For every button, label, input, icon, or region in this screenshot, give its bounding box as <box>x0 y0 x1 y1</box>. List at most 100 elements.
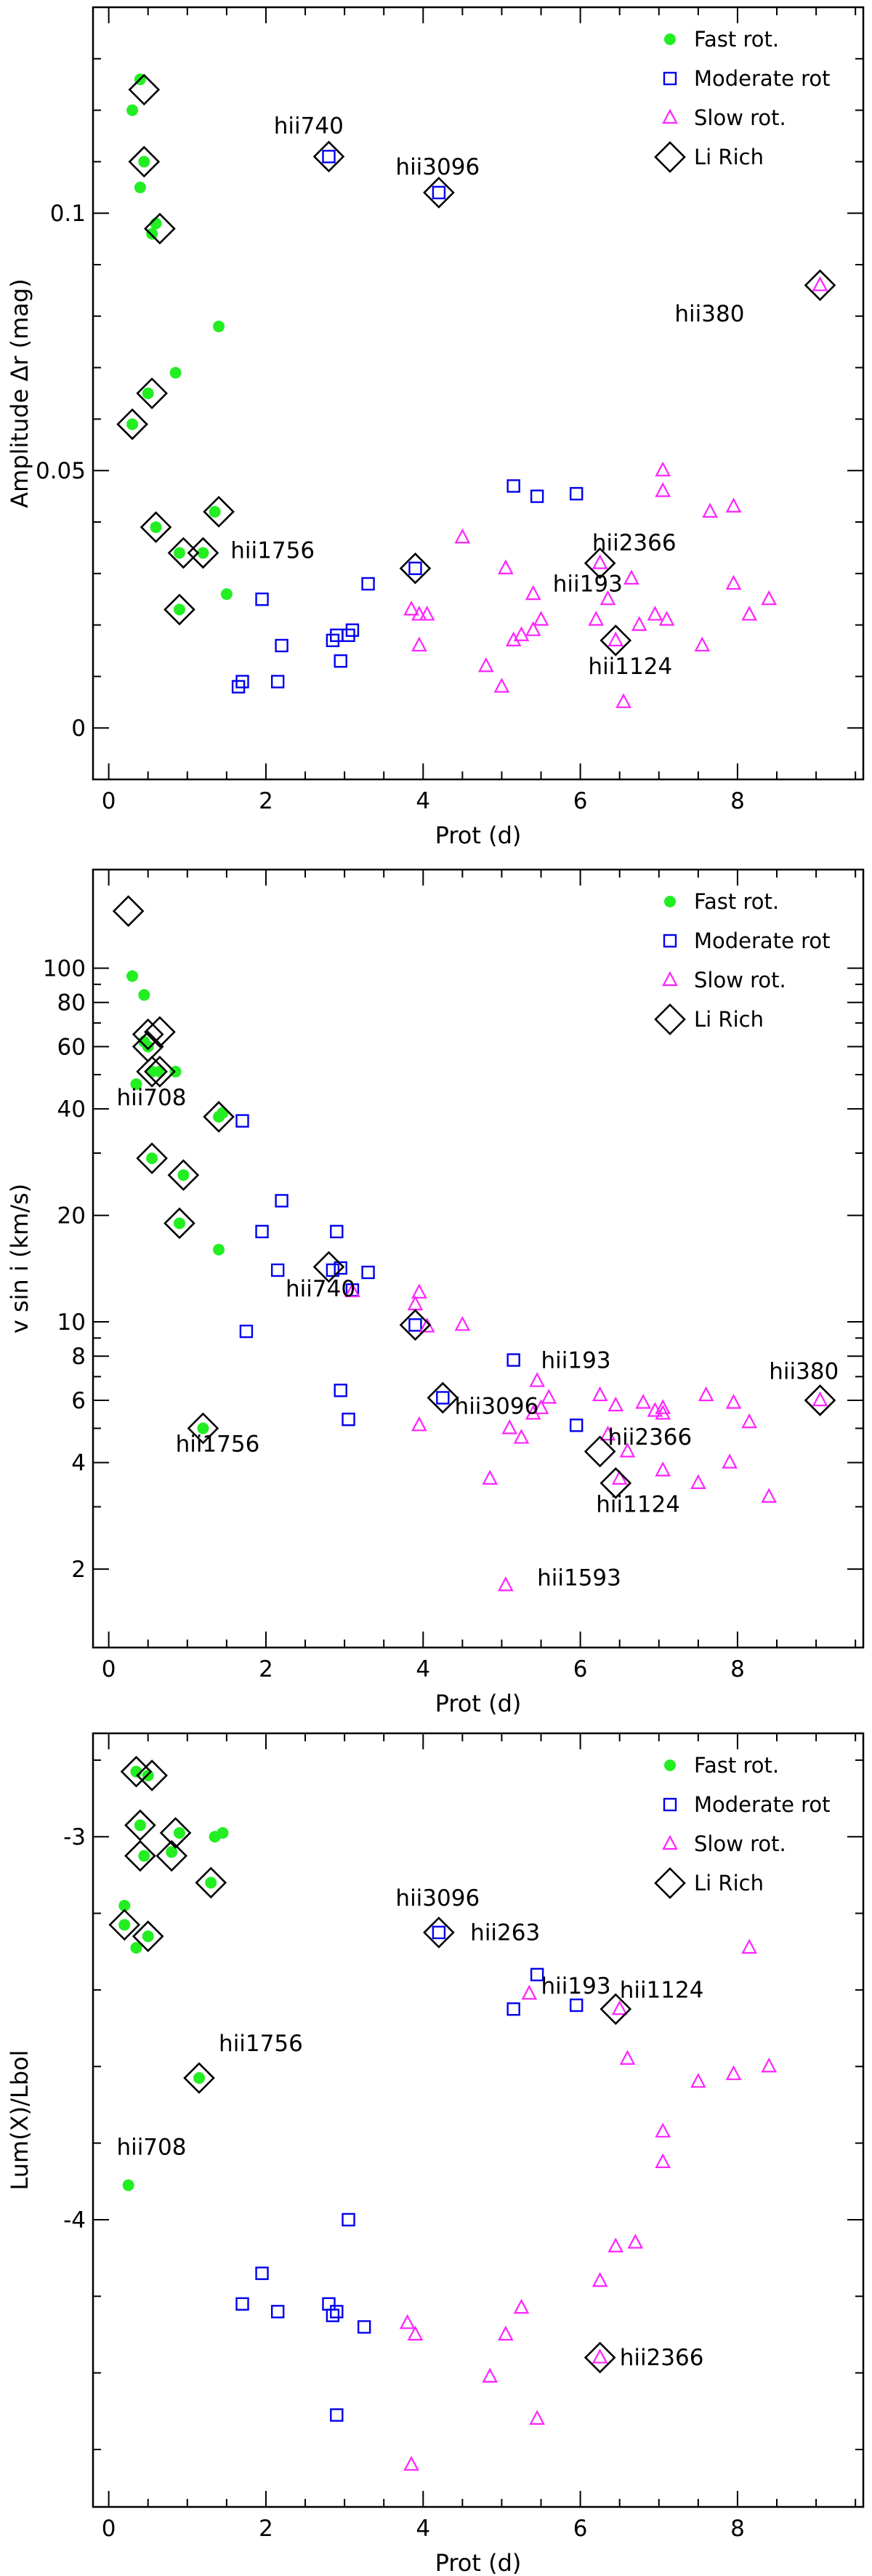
data-point-fast-rot <box>169 366 182 379</box>
data-point-fast-rot <box>173 1217 185 1229</box>
legend-marker-li-rich <box>654 1867 686 1899</box>
annotation-label: hii1756 <box>230 538 315 564</box>
data-point-li-rich <box>128 145 161 178</box>
legend-marker-moderate-rot <box>663 934 677 948</box>
data-point-fast-rot <box>130 1941 142 1954</box>
annotation-label: hii263 <box>470 1919 540 1946</box>
x-tick-label: 2 <box>259 788 273 814</box>
data-point-li-rich <box>399 1309 432 1341</box>
data-point-slow-rot <box>513 2298 530 2314</box>
annotation-label: hii380 <box>674 301 744 327</box>
x-tick-label: 6 <box>573 1656 588 1682</box>
data-point-moderate-rot <box>342 1412 355 1427</box>
data-point-fast-rot <box>197 1422 209 1435</box>
data-point-li-rich <box>584 2341 616 2374</box>
annotation-label: hii1756 <box>176 1431 260 1457</box>
data-point-slow-rot <box>655 1399 671 1414</box>
data-point-li-rich <box>600 1993 632 2026</box>
data-point-moderate-rot <box>432 1925 446 1940</box>
legend-label-moderate-rot: Moderate rot <box>694 1792 831 1817</box>
data-point-fast-rot <box>173 547 185 559</box>
x-tick-label: 8 <box>730 2516 745 2542</box>
data-point-slow-rot <box>812 1391 828 1407</box>
data-point-slow-rot <box>525 585 541 601</box>
data-point-li-rich <box>804 1384 836 1416</box>
legend-label-li-rich: Li Rich <box>694 145 764 169</box>
data-point-slow-rot <box>588 611 605 626</box>
data-point-slow-rot <box>623 569 639 585</box>
data-point-slow-rot <box>407 2325 424 2341</box>
data-point-slow-rot <box>529 1372 545 1387</box>
data-point-fast-rot <box>126 418 139 430</box>
data-point-fast-rot <box>209 505 221 518</box>
annotation-label: hii193 <box>541 1348 611 1374</box>
data-point-slow-rot <box>407 1295 424 1311</box>
data-point-fast-rot <box>146 1152 158 1165</box>
data-point-li-rich <box>132 1018 164 1051</box>
legend-marker-li-rich <box>654 1003 686 1035</box>
series-slow-rot <box>403 276 828 708</box>
legend-label-fast-rot: Fast rot. <box>694 27 779 52</box>
data-point-fast-rot <box>197 547 209 559</box>
data-point-moderate-rot <box>436 1391 450 1405</box>
data-point-li-rich <box>183 2062 215 2094</box>
data-point-slow-rot <box>403 2455 419 2471</box>
data-point-fast-rot <box>146 228 158 240</box>
data-point-moderate-rot <box>334 654 347 668</box>
data-point-slow-rot <box>477 657 494 673</box>
y-tick-label: -4 <box>63 2207 86 2234</box>
data-point-li-rich <box>187 537 219 569</box>
legend-label-li-rich: Li Rich <box>694 1007 764 1032</box>
y-tick-label: 0.1 <box>50 201 86 227</box>
data-point-moderate-rot <box>570 1998 584 2013</box>
x-axis-label: Prot (d) <box>435 822 522 849</box>
series-moderate-rot <box>235 1114 584 1432</box>
legend: Fast rot. Moderate rot Slow rot. Li Rich <box>654 1753 831 1899</box>
data-point-slow-rot <box>694 636 711 652</box>
legend-marker-fast-rot <box>664 896 676 907</box>
y-axis-label: v sin i (km/s) <box>6 1184 33 1333</box>
y-tick-label: 2 <box>71 1557 86 1583</box>
data-point-li-rich <box>164 593 195 626</box>
data-point-fast-rot <box>173 1826 185 1839</box>
data-point-slow-rot <box>607 2237 624 2252</box>
series-moderate-rot <box>231 150 584 694</box>
data-point-slow-rot <box>741 1938 757 1954</box>
data-point-moderate-rot <box>345 623 360 637</box>
series-slow-rot <box>399 1938 778 2471</box>
annotation-label: hii1756 <box>219 2031 303 2057</box>
data-point-slow-rot <box>655 2122 671 2138</box>
data-point-moderate-rot <box>330 2305 344 2319</box>
data-point-li-rich <box>124 1839 156 1872</box>
data-point-slow-rot <box>655 482 671 497</box>
data-point-slow-rot <box>482 1469 498 1485</box>
legend: Fast rot. Moderate rot Slow rot. Li Rich <box>654 27 831 173</box>
x-axis-label: Prot (d) <box>435 2549 522 2576</box>
data-point-fast-rot <box>134 181 146 193</box>
data-point-slow-rot <box>698 1386 714 1402</box>
data-point-slow-rot <box>611 1999 628 2015</box>
x-tick-label: 8 <box>730 788 745 814</box>
data-point-fast-rot <box>122 2179 134 2191</box>
data-point-slow-rot <box>647 606 663 621</box>
data-point-moderate-rot <box>408 1318 422 1332</box>
data-point-moderate-rot <box>275 638 288 653</box>
data-point-li-rich <box>195 1866 227 1899</box>
data-point-slow-rot <box>647 1402 663 1417</box>
y-tick-label: 6 <box>71 1388 86 1414</box>
data-point-moderate-rot <box>570 486 584 501</box>
data-point-slow-rot <box>411 606 427 621</box>
annotation-label: hii740 <box>286 1276 355 1302</box>
data-point-li-rich <box>144 1016 176 1048</box>
data-point-li-rich <box>156 1839 188 1872</box>
data-point-slow-rot <box>690 2072 706 2088</box>
data-point-slow-rot <box>725 1394 742 1409</box>
data-point-slow-rot <box>403 601 419 616</box>
data-point-li-rich <box>600 1467 632 1499</box>
data-point-li-rich <box>144 212 176 245</box>
data-point-li-rich <box>164 1207 195 1240</box>
data-point-li-rich <box>584 1435 616 1468</box>
data-point-slow-rot <box>655 461 671 477</box>
data-point-moderate-rot <box>357 2320 371 2334</box>
data-point-slow-rot <box>525 621 541 636</box>
